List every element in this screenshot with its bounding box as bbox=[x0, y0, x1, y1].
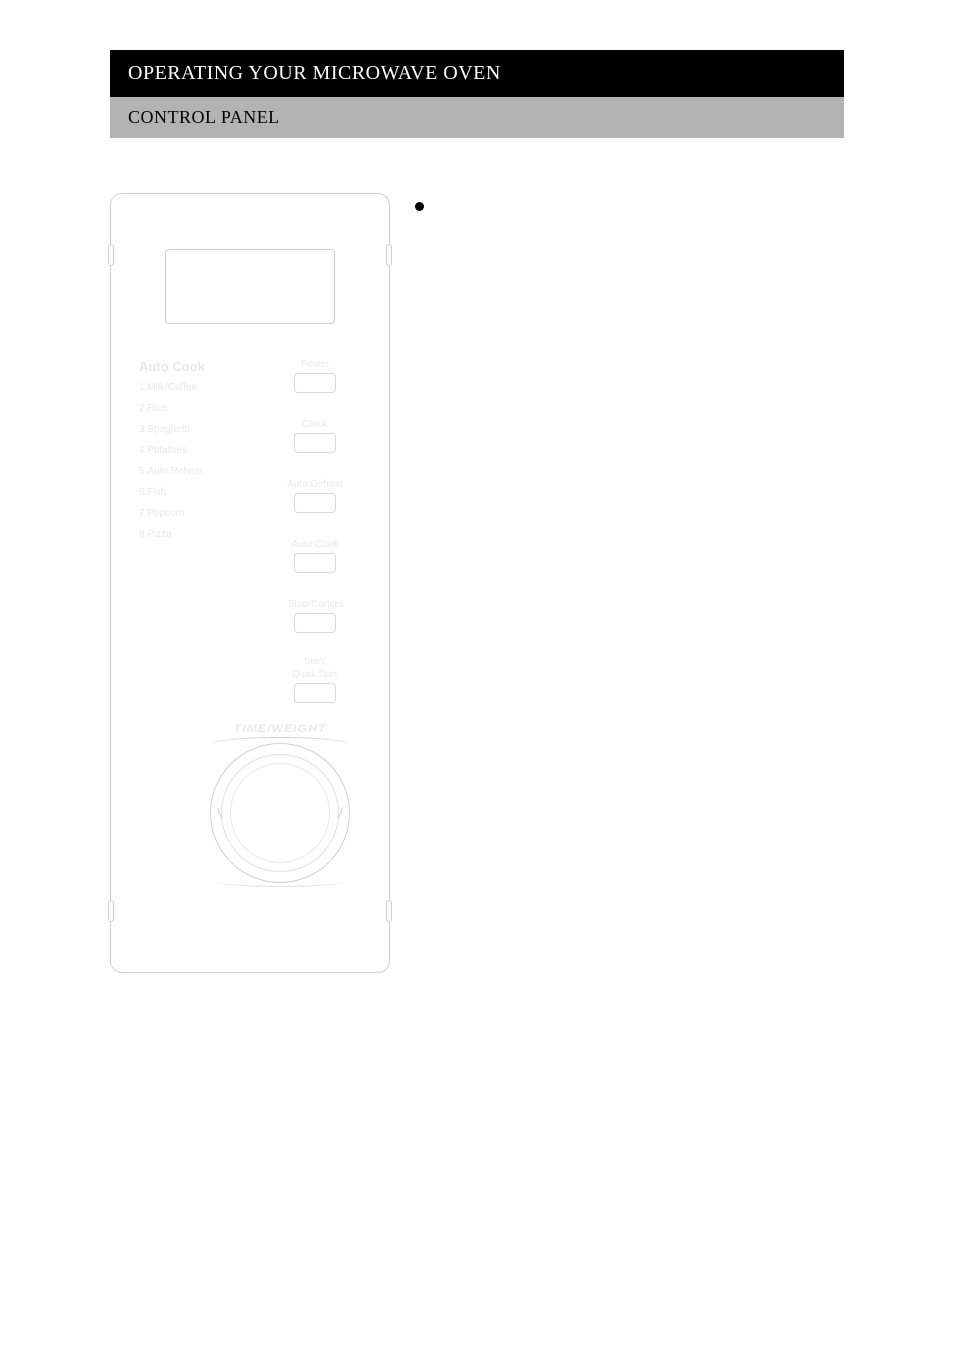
bullet-icon bbox=[415, 202, 424, 211]
stop-cancel-button-group: Stop/Cancel bbox=[288, 599, 342, 633]
auto-defrost-label: Auto Defrost bbox=[287, 479, 343, 490]
power-label: Power bbox=[301, 359, 329, 370]
dial-outer-ring bbox=[210, 743, 350, 883]
auto-cook-button-group: Auto Cook bbox=[292, 539, 339, 573]
panel-tab-top-right bbox=[386, 244, 392, 266]
autocook-item: 1.Milk/Coffee bbox=[139, 382, 269, 393]
panel-inner: Auto Cook 1.Milk/Coffee 2.Rice 3.Spaghet… bbox=[121, 204, 379, 962]
autocook-item: 2.Rice bbox=[139, 403, 269, 414]
autocook-item: 4.Potatoes bbox=[139, 445, 269, 456]
panel-tab-bottom-right bbox=[386, 900, 392, 922]
autocook-item: 3.Spaghetti bbox=[139, 424, 269, 435]
clock-button-group: Clock bbox=[294, 419, 336, 453]
auto-cook-button bbox=[294, 553, 336, 573]
description-column bbox=[390, 193, 844, 973]
start-label-line1: Start/ bbox=[304, 657, 326, 667]
start-button bbox=[294, 683, 336, 703]
dial-inner-ring bbox=[230, 763, 330, 863]
control-panel-diagram: Auto Cook 1.Milk/Coffee 2.Rice 3.Spaghet… bbox=[110, 193, 390, 973]
stop-cancel-label: Stop/Cancel bbox=[288, 599, 342, 610]
autocook-item: 6.Fish bbox=[139, 487, 269, 498]
page-title: OPERATING YOUR MICROWAVE OVEN bbox=[110, 50, 844, 97]
panel-body: Auto Cook 1.Milk/Coffee 2.Rice 3.Spaghet… bbox=[121, 359, 379, 703]
auto-cook-label: Auto Cook bbox=[292, 539, 339, 550]
auto-defrost-button bbox=[294, 493, 336, 513]
dial-label: TIME/WEIGHT bbox=[234, 723, 327, 735]
autocook-item: 5.Auto Reheat bbox=[139, 466, 269, 477]
section-subtitle: CONTROL PANEL bbox=[110, 97, 844, 138]
dial-mid-ring bbox=[221, 754, 339, 872]
clock-label: Clock bbox=[302, 419, 327, 430]
power-button bbox=[294, 373, 336, 393]
buttons-column: Power Clock Auto Defrost bbox=[269, 359, 361, 703]
autocook-header: Auto Cook bbox=[139, 359, 269, 374]
autocook-menu: Auto Cook 1.Milk/Coffee 2.Rice 3.Spaghet… bbox=[139, 359, 269, 703]
auto-defrost-button-group: Auto Defrost bbox=[287, 479, 343, 513]
content-row: Auto Cook 1.Milk/Coffee 2.Rice 3.Spaghet… bbox=[110, 193, 844, 973]
power-button-group: Power bbox=[294, 359, 336, 393]
start-label-line2: Quick Start bbox=[293, 670, 338, 680]
autocook-item: 7.Popcorn bbox=[139, 508, 269, 519]
panel-tab-top-left bbox=[108, 244, 114, 266]
start-button-group: Start/ Quick Start bbox=[293, 657, 338, 703]
dial-area: TIME/WEIGHT bbox=[121, 723, 379, 887]
display-screen bbox=[165, 249, 335, 324]
panel-tab-bottom-left bbox=[108, 900, 114, 922]
autocook-item: 8.Pizza bbox=[139, 529, 269, 540]
clock-button bbox=[294, 433, 336, 453]
stop-cancel-button bbox=[294, 613, 336, 633]
panel-column: Auto Cook 1.Milk/Coffee 2.Rice 3.Spaghet… bbox=[110, 193, 390, 973]
